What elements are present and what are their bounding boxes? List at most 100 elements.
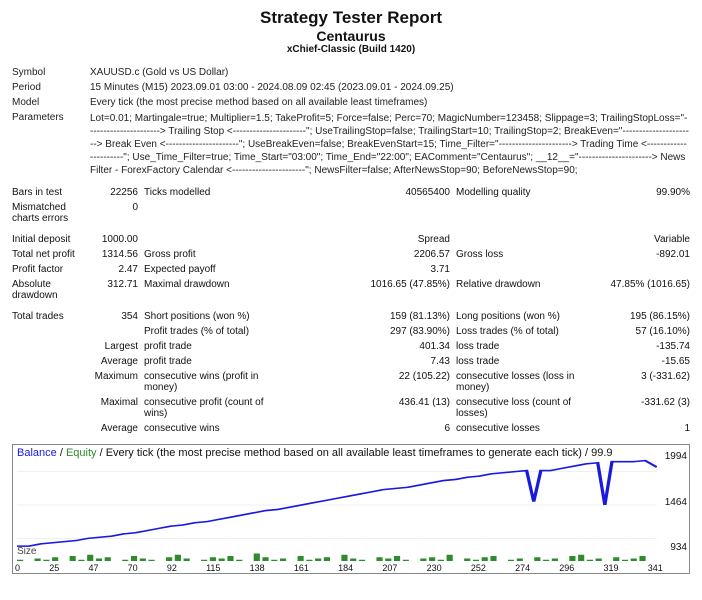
ticks-val: 40565400	[278, 187, 450, 198]
stat-row: Largest profit trade 401.34 loss trade -…	[12, 339, 690, 354]
ep-label: Expected payoff	[138, 264, 278, 275]
y-tick: 1464	[665, 497, 687, 508]
spread-label: Spread	[278, 234, 450, 245]
parameters-value: Lot=0.01; Martingale=true; Multiplier=1.…	[90, 112, 690, 177]
md-label: Maximal drawdown	[138, 279, 278, 301]
x-tick: 70	[128, 563, 138, 573]
tt-val: 354	[90, 311, 138, 322]
mcp-val: 436.41 (13)	[278, 397, 450, 419]
avg-label: Average	[90, 356, 138, 367]
bars-label: Bars in test	[12, 187, 90, 198]
symbol-label: Symbol	[12, 67, 90, 78]
gp-label: Gross profit	[138, 249, 278, 260]
symbol-value: XAUUSD.c (Gold vs US Dollar)	[90, 67, 690, 78]
pf-val: 2.47	[90, 264, 138, 275]
spread-val: Variable	[582, 234, 690, 245]
tnp-label: Total net profit	[12, 249, 90, 260]
stat-row: Initial deposit 1000.00 Spread Variable	[12, 232, 690, 247]
initdep-label: Initial deposit	[12, 234, 90, 245]
alt-label: loss trade	[450, 356, 582, 367]
gl-val: -892.01	[582, 249, 690, 260]
x-tick: 0	[15, 563, 20, 573]
ad-label: Absolute drawdown	[12, 279, 90, 301]
alt-val: -15.65	[582, 356, 690, 367]
gp-val: 2206.57	[278, 249, 450, 260]
period-label: Period	[12, 82, 90, 93]
rd-label: Relative drawdown	[450, 279, 582, 301]
acl-val: 1	[582, 423, 690, 434]
period-value: 15 Minutes (M15) 2023.09.01 03:00 - 2024…	[90, 82, 690, 93]
x-tick: 207	[382, 563, 397, 573]
apt-val: 7.43	[278, 356, 450, 367]
sp-val: 159 (81.13%)	[278, 311, 450, 322]
maxl-label: Maximal	[90, 397, 138, 419]
largest-label: Largest	[90, 341, 138, 352]
gl-label: Gross loss	[450, 249, 582, 260]
stat-row: Bars in test 22256 Ticks modelled 405654…	[12, 185, 690, 200]
lpt-label: profit trade	[138, 341, 278, 352]
stat-row: Profit trades (% of total) 297 (83.90%) …	[12, 324, 690, 339]
apt-label: profit trade	[138, 356, 278, 367]
x-tick: 230	[427, 563, 442, 573]
acw-val: 6	[278, 423, 450, 434]
mclc-val: -331.62 (3)	[582, 397, 690, 419]
tnp-val: 1314.56	[90, 249, 138, 260]
model-value: Every tick (the most precise method base…	[90, 97, 690, 108]
x-tick: 25	[49, 563, 59, 573]
ad-val: 312.71	[90, 279, 138, 301]
max-label: Maximum	[90, 371, 138, 393]
bars-val: 22256	[90, 187, 138, 198]
stat-row: Average consecutive wins 6 consecutive l…	[12, 421, 690, 436]
stat-row: Total net profit 1314.56 Gross profit 22…	[12, 247, 690, 262]
ep-val: 3.71	[278, 264, 450, 275]
tt-label: Total trades	[12, 311, 90, 322]
x-tick: 274	[515, 563, 530, 573]
stat-row: Maximal consecutive profit (count of win…	[12, 395, 690, 421]
x-tick: 115	[206, 563, 220, 573]
acl-label: consecutive losses	[450, 423, 582, 434]
mq-val: 99.90%	[582, 187, 690, 198]
mce-label: Mismatched charts errors	[12, 202, 90, 224]
lt-val: 57 (16.10%)	[582, 326, 690, 337]
build-info: xChief-Classic (Build 1420)	[12, 44, 690, 55]
mcl-label: consecutive losses (loss in money)	[450, 371, 582, 393]
stat-row: Total trades 354 Short positions (won %)…	[12, 309, 690, 324]
x-tick: 138	[250, 563, 265, 573]
lp-label: Long positions (won %)	[450, 311, 582, 322]
pf-label: Profit factor	[12, 264, 90, 275]
llt-val: -135.74	[582, 341, 690, 352]
x-tick: 92	[167, 563, 177, 573]
strategy-name: Centaurus	[12, 28, 690, 44]
mq-label: Modelling quality	[450, 187, 582, 198]
lt-label: Loss trades (% of total)	[450, 326, 582, 337]
lp-val: 195 (86.15%)	[582, 311, 690, 322]
stat-row: Maximum consecutive wins (profit in mone…	[12, 369, 690, 395]
llt-label: loss trade	[450, 341, 582, 352]
model-row: Model Every tick (the most precise metho…	[12, 95, 690, 110]
x-tick: 184	[338, 563, 353, 573]
x-tick: 319	[604, 563, 619, 573]
x-tick: 296	[559, 563, 574, 573]
mcl-val: 3 (-331.62)	[582, 371, 690, 393]
size-bars-svg	[17, 551, 657, 561]
rd-val: 47.85% (1016.65)	[582, 279, 690, 301]
mclc-label: consecutive loss (count of losses)	[450, 397, 582, 419]
x-tick: 161	[294, 563, 309, 573]
equity-chart: Balance / Equity / Every tick (the most …	[12, 444, 690, 574]
parameters-label: Parameters	[12, 112, 90, 123]
stat-row: Profit factor 2.47 Expected payoff 3.71	[12, 262, 690, 277]
equity-line-svg	[17, 455, 657, 555]
lpt-val: 401.34	[278, 341, 450, 352]
stat-row: Mismatched charts errors 0	[12, 200, 690, 226]
y-tick: 1994	[665, 451, 687, 462]
mcw-label: consecutive wins (profit in money)	[138, 371, 278, 393]
stat-row: Absolute drawdown 312.71 Maximal drawdow…	[12, 277, 690, 303]
model-label: Model	[12, 97, 90, 108]
y-axis-labels: 1994 1464 934	[665, 451, 687, 553]
pt-val: 297 (83.90%)	[278, 326, 450, 337]
parameters-row: Parameters Lot=0.01; Martingale=true; Mu…	[12, 110, 690, 179]
sp-label: Short positions (won %)	[138, 311, 278, 322]
x-axis-labels: 0254770921151381611842072302522742963193…	[13, 563, 665, 573]
avg2-label: Average	[90, 423, 138, 434]
x-tick: 341	[648, 563, 663, 573]
